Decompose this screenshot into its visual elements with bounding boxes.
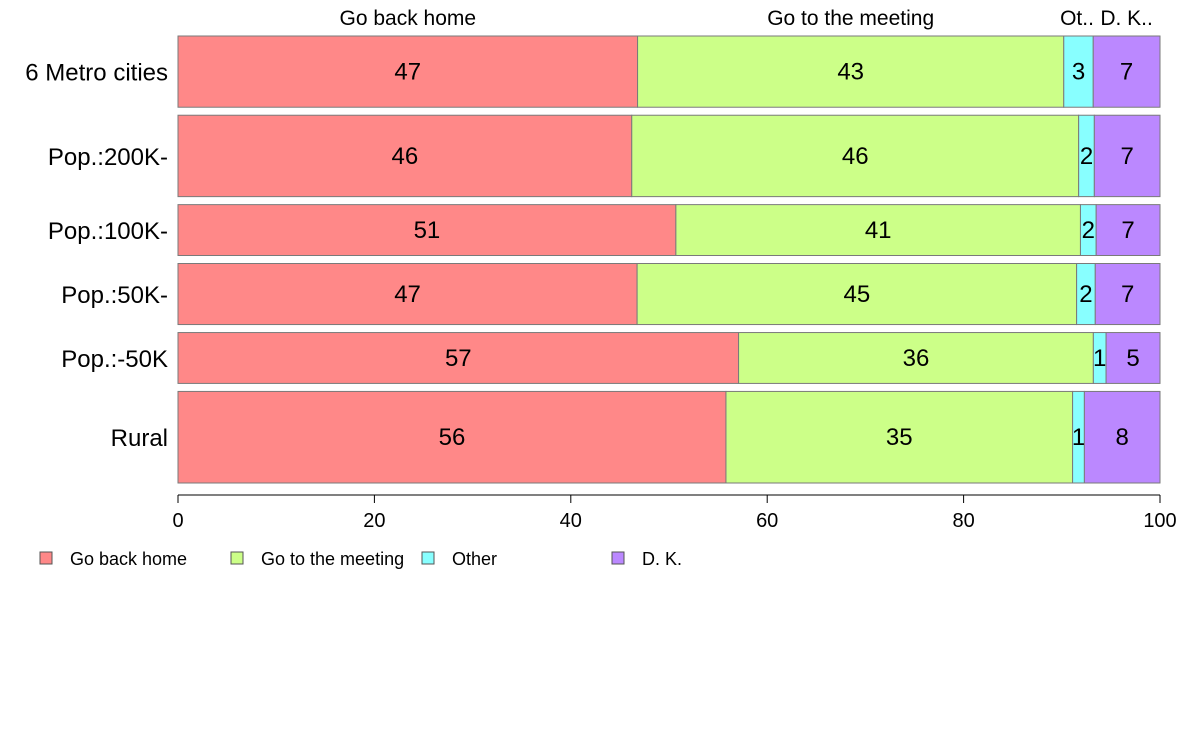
column-header: Ot.. (1060, 7, 1094, 30)
data-label: 2 (1080, 143, 1093, 170)
x-tick-label: 20 (363, 510, 385, 532)
data-label: 1 (1093, 345, 1106, 372)
column-header: Go back home (339, 7, 476, 30)
bar-segment (1105, 332, 1161, 384)
data-label: 56 (439, 424, 466, 451)
bar-segment (636, 263, 1078, 326)
data-label: 46 (842, 143, 869, 170)
x-tick-label: 100 (1143, 510, 1176, 532)
legend-label: Go back home (70, 549, 187, 569)
bar-segment (177, 390, 727, 484)
bar-segment (1093, 114, 1161, 198)
x-tick-label: 60 (756, 510, 778, 532)
data-label: 57 (445, 345, 472, 372)
bar-segment (1094, 263, 1161, 326)
data-label: 2 (1079, 281, 1092, 308)
category-label: Pop.:200K- (48, 144, 168, 171)
data-label: 43 (837, 59, 864, 86)
data-label: 1 (1072, 424, 1085, 451)
legend-label: Other (452, 549, 497, 569)
legend-label: Go to the meeting (261, 549, 404, 569)
data-label: 8 (1116, 424, 1129, 451)
data-label: 36 (903, 345, 930, 372)
category-label: Pop.:100K- (48, 218, 168, 245)
bar-segment (631, 114, 1080, 198)
x-tick-label: 40 (560, 510, 582, 532)
bar-segment (725, 390, 1074, 484)
column-header: D. K.. (1100, 7, 1153, 30)
x-tick-label: 0 (172, 510, 183, 532)
data-label: 3 (1072, 59, 1085, 86)
bar-segment (1063, 35, 1094, 108)
bar-segment (675, 204, 1081, 256)
bar-segment (1092, 35, 1161, 108)
data-label: 51 (414, 217, 441, 244)
data-label: 35 (886, 424, 913, 451)
bar-segment (738, 332, 1094, 384)
data-label: 41 (865, 217, 892, 244)
bar-segment (1095, 204, 1161, 256)
bar-segment (177, 204, 677, 256)
legend-label: D. K. (642, 549, 682, 569)
data-label: 2 (1082, 217, 1095, 244)
legend-swatch (230, 551, 244, 565)
category-label: Rural (111, 425, 168, 452)
data-label: 46 (392, 143, 419, 170)
data-label: 7 (1120, 143, 1133, 170)
data-label: 5 (1126, 345, 1139, 372)
data-label: 45 (844, 281, 871, 308)
bar-segment (1083, 390, 1161, 484)
bar-segment (637, 35, 1065, 108)
category-label: 6 Metro cities (25, 60, 168, 87)
x-tick-label: 80 (952, 510, 974, 532)
legend-swatch (421, 551, 435, 565)
data-label: 7 (1120, 59, 1133, 86)
category-label: Pop.:50K- (61, 282, 168, 309)
bar-segment (177, 35, 639, 108)
category-label: Pop.:-50K (61, 346, 168, 373)
bar-segment (177, 114, 633, 198)
bar-segment (177, 263, 638, 326)
data-label: 47 (394, 59, 421, 86)
legend-swatch (39, 551, 53, 565)
column-header: Go to the meeting (767, 7, 934, 30)
legend-swatch (611, 551, 625, 565)
data-label: 7 (1121, 217, 1134, 244)
bar-segment (177, 332, 740, 384)
data-label: 47 (394, 281, 421, 308)
data-label: 7 (1121, 281, 1134, 308)
